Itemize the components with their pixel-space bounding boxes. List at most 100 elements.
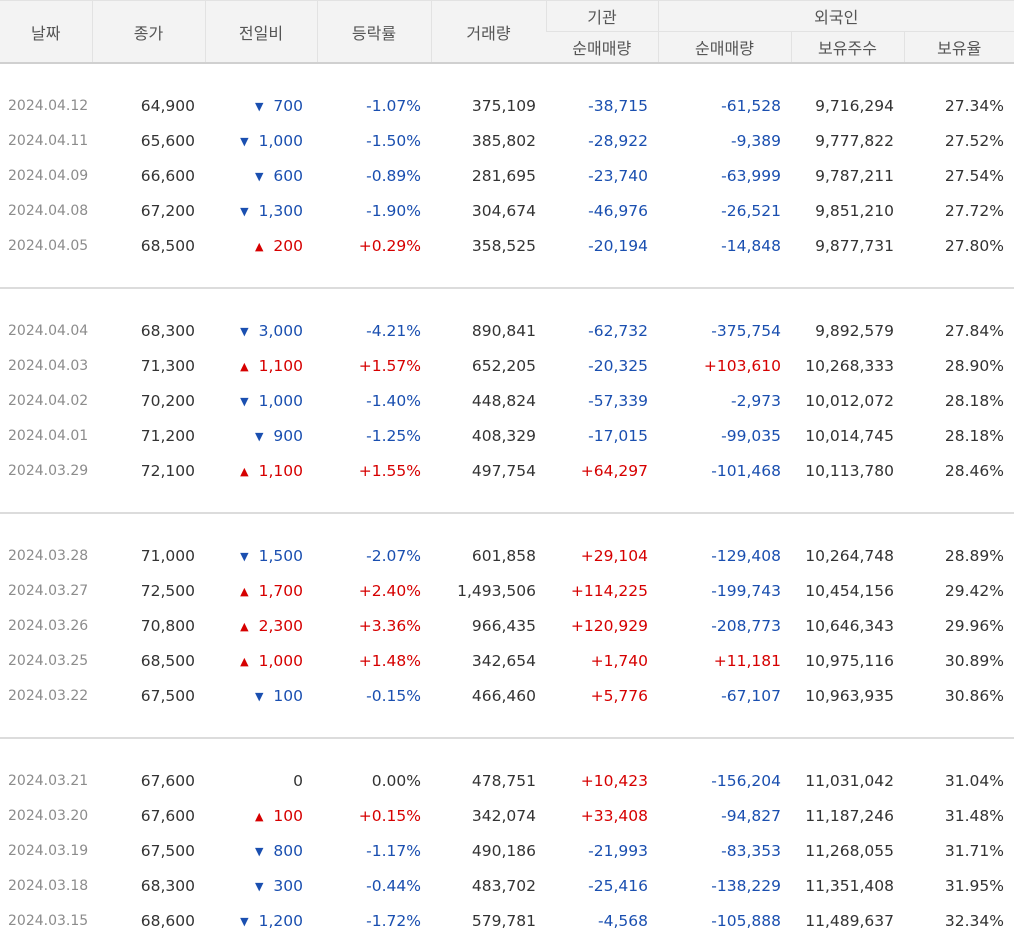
cell-diff-value: 200 bbox=[273, 236, 303, 255]
cell-volume: 385,802 bbox=[471, 131, 536, 150]
cell-foreign-hold: 9,877,731 bbox=[815, 236, 894, 255]
cell-rate: +0.29% bbox=[358, 236, 421, 255]
cell-diff: ▲ 1,100 bbox=[205, 348, 317, 383]
cell-rate: -0.44% bbox=[366, 876, 421, 895]
cell-date: 2024.03.28 bbox=[8, 547, 89, 564]
table-row: 2024.03.18 68,300 ▼ 300 -0.44% 483,702 -25,416… bbox=[0, 868, 1014, 903]
table-row: 2024.03.21 67,600 0 0.00% 478,751 +10,423 -156… bbox=[0, 763, 1014, 798]
cell-foreign-net: -26,521 bbox=[721, 201, 781, 220]
table-row: 2024.04.04 68,300 ▼ 3,000 -4.21% 890,841 -62,7… bbox=[0, 313, 1014, 348]
cell-foreign-net: -99,035 bbox=[721, 426, 781, 445]
cell-foreign-ratio: 28.90% bbox=[944, 356, 1004, 375]
header-institution: 기관 bbox=[545, 0, 658, 32]
cell-rate: +1.55% bbox=[358, 461, 421, 480]
cell-close: 67,600 bbox=[140, 806, 195, 825]
cell-foreign-ratio: 28.89% bbox=[944, 546, 1004, 565]
cell-foreign-net: -63,999 bbox=[721, 166, 781, 185]
cell-foreign-ratio: 27.80% bbox=[944, 236, 1004, 255]
header-foreign: 외국인 bbox=[657, 0, 1014, 32]
cell-foreign-ratio: 29.42% bbox=[944, 581, 1004, 600]
triangle-down-icon: ▼ bbox=[240, 394, 249, 408]
table-row: 2024.04.08 67,200 ▼ 1,300 -1.90% 304,674 -46,9… bbox=[0, 193, 1014, 228]
cell-close: 67,200 bbox=[140, 201, 195, 220]
cell-close: 66,600 bbox=[140, 166, 195, 185]
group-divider bbox=[0, 713, 1014, 739]
cell-diff: ▼ 1,000 bbox=[205, 123, 317, 158]
cell-date: 2024.04.01 bbox=[8, 427, 89, 444]
cell-diff: ▲ 100 bbox=[205, 798, 317, 833]
cell-foreign-net: -94,827 bbox=[721, 806, 781, 825]
cell-inst-net: +29,104 bbox=[580, 546, 648, 565]
cell-inst-net: +120,929 bbox=[570, 616, 648, 635]
cell-foreign-hold: 11,031,042 bbox=[805, 771, 894, 790]
table-body: 2024.04.12 64,900 ▼ 700 -1.07% 375,109 -38,715… bbox=[0, 63, 1014, 938]
group-spacer bbox=[0, 63, 1014, 88]
cell-foreign-hold: 11,351,408 bbox=[805, 876, 894, 895]
cell-diff: ▼ 800 bbox=[205, 833, 317, 868]
cell-volume: 375,109 bbox=[471, 96, 536, 115]
cell-rate: -1.07% bbox=[366, 96, 421, 115]
cell-date: 2024.03.27 bbox=[8, 582, 89, 599]
cell-foreign-ratio: 28.18% bbox=[944, 426, 1004, 445]
cell-foreign-ratio: 29.96% bbox=[944, 616, 1004, 635]
cell-foreign-net: -138,229 bbox=[711, 876, 781, 895]
cell-diff-value: 1,100 bbox=[258, 461, 303, 480]
cell-inst-net: -28,922 bbox=[588, 131, 648, 150]
triangle-up-icon: ▲ bbox=[240, 654, 249, 668]
cell-close: 67,500 bbox=[140, 686, 195, 705]
cell-foreign-net: -61,528 bbox=[721, 96, 781, 115]
cell-foreign-hold: 11,268,055 bbox=[805, 841, 894, 860]
triangle-up-icon: ▲ bbox=[240, 464, 249, 478]
cell-inst-net: -20,325 bbox=[588, 356, 648, 375]
header-rate: 등락률 bbox=[316, 0, 431, 63]
cell-foreign-net: -105,888 bbox=[711, 911, 781, 930]
cell-diff-value: 1,200 bbox=[258, 911, 303, 930]
cell-volume: 890,841 bbox=[471, 321, 536, 340]
cell-inst-net: -57,339 bbox=[588, 391, 648, 410]
cell-diff: ▲ 1,000 bbox=[205, 643, 317, 678]
cell-foreign-ratio: 27.54% bbox=[944, 166, 1004, 185]
cell-volume: 497,754 bbox=[471, 461, 536, 480]
cell-foreign-hold: 10,646,343 bbox=[805, 616, 894, 635]
cell-foreign-hold: 9,851,210 bbox=[815, 201, 894, 220]
cell-foreign-ratio: 30.86% bbox=[944, 686, 1004, 705]
cell-rate: +0.15% bbox=[358, 806, 421, 825]
cell-date: 2024.03.21 bbox=[8, 772, 89, 789]
cell-diff: ▲ 1,700 bbox=[205, 573, 317, 608]
cell-diff-value: 900 bbox=[273, 426, 303, 445]
cell-volume: 342,654 bbox=[471, 651, 536, 670]
cell-close: 72,100 bbox=[140, 461, 195, 480]
cell-inst-net: +1,740 bbox=[590, 651, 648, 670]
cell-date: 2024.04.04 bbox=[8, 322, 89, 339]
cell-foreign-net: -375,754 bbox=[711, 321, 781, 340]
group-spacer bbox=[0, 513, 1014, 538]
cell-diff: ▲ 200 bbox=[205, 228, 317, 263]
cell-rate: -0.89% bbox=[366, 166, 421, 185]
header-volume: 거래량 bbox=[430, 0, 546, 63]
cell-foreign-ratio: 28.18% bbox=[944, 391, 1004, 410]
cell-foreign-hold: 10,268,333 bbox=[805, 356, 894, 375]
triangle-up-icon: ▲ bbox=[240, 359, 249, 373]
cell-diff: ▼ 3,000 bbox=[205, 313, 317, 348]
cell-diff-value: 800 bbox=[273, 841, 303, 860]
cell-date: 2024.04.09 bbox=[8, 167, 89, 184]
cell-volume: 1,493,506 bbox=[457, 581, 536, 600]
cell-volume: 342,074 bbox=[471, 806, 536, 825]
cell-diff: ▼ 1,500 bbox=[205, 538, 317, 573]
table-row: 2024.04.12 64,900 ▼ 700 -1.07% 375,109 -38,715… bbox=[0, 88, 1014, 123]
cell-diff-value: 1,000 bbox=[258, 391, 303, 410]
cell-date: 2024.04.12 bbox=[8, 97, 89, 114]
cell-foreign-ratio: 31.95% bbox=[944, 876, 1004, 895]
cell-diff-value: 1,300 bbox=[258, 201, 303, 220]
cell-foreign-ratio: 32.34% bbox=[944, 911, 1004, 930]
table-header: 날짜 종가 전일비 등락률 거래량 기관 외국인 순매매량 순매매량 보유주수 … bbox=[0, 0, 1014, 63]
cell-foreign-net: +11,181 bbox=[713, 651, 781, 670]
cell-inst-net: -4,568 bbox=[598, 911, 648, 930]
cell-rate: -1.90% bbox=[366, 201, 421, 220]
cell-volume: 966,435 bbox=[471, 616, 536, 635]
header-foreign-net: 순매매량 bbox=[657, 31, 791, 63]
cell-rate: -1.72% bbox=[366, 911, 421, 930]
cell-foreign-net: -199,743 bbox=[711, 581, 781, 600]
cell-foreign-hold: 9,892,579 bbox=[815, 321, 894, 340]
cell-foreign-net: -83,353 bbox=[721, 841, 781, 860]
